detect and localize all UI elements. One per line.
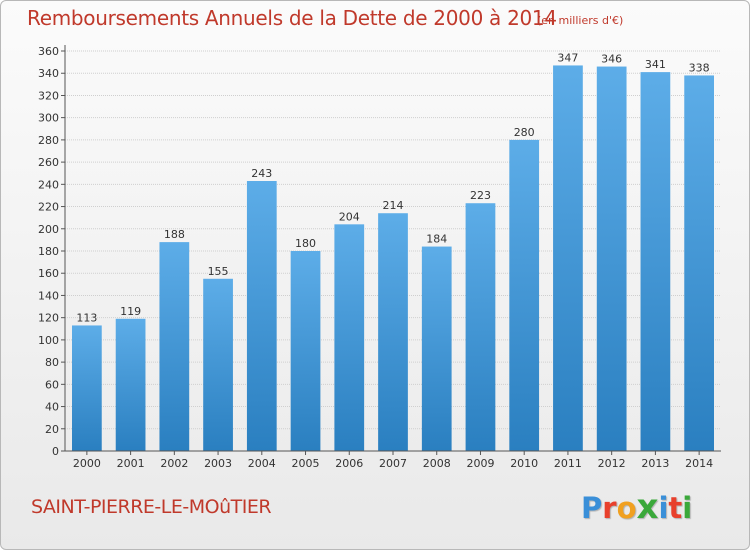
bar-value-label: 188 <box>164 228 185 241</box>
bar <box>159 242 190 451</box>
y-tick-label: 80 <box>45 356 59 369</box>
bar <box>115 318 146 451</box>
bar <box>509 139 540 451</box>
bar <box>465 203 496 451</box>
x-tick-label: 2004 <box>248 457 276 470</box>
bar <box>553 65 583 451</box>
y-tick-label: 140 <box>38 289 59 302</box>
bar <box>421 246 452 451</box>
y-tick-label: 120 <box>38 312 59 325</box>
bar-value-label: 204 <box>339 210 360 223</box>
y-tick-label: 0 <box>52 445 59 458</box>
x-tick-label: 2008 <box>423 457 451 470</box>
bar <box>596 66 627 452</box>
x-tick-label: 2007 <box>379 457 407 470</box>
bar <box>246 181 277 451</box>
bar <box>203 278 233 451</box>
proxiti-logo[interactable]: Proxiti <box>581 487 693 527</box>
bar <box>71 325 102 451</box>
bar <box>290 251 321 451</box>
bar-value-label: 346 <box>601 53 622 66</box>
bar-value-label: 184 <box>426 233 447 246</box>
y-tick-label: 200 <box>38 223 59 236</box>
x-tick-label: 2003 <box>204 457 232 470</box>
y-tick-label: 240 <box>38 178 59 191</box>
y-tick-label: 340 <box>38 67 59 80</box>
y-tick-label: 160 <box>38 267 59 280</box>
x-tick-label: 2001 <box>117 457 145 470</box>
y-tick-label: 300 <box>38 112 59 125</box>
bar-value-label: 180 <box>295 237 316 250</box>
y-tick-label: 60 <box>45 378 59 391</box>
bar-value-label: 347 <box>557 51 578 64</box>
bar-value-label: 243 <box>251 167 272 180</box>
x-tick-label: 2012 <box>598 457 626 470</box>
x-tick-label: 2002 <box>160 457 188 470</box>
x-tick-label: 2010 <box>510 457 538 470</box>
x-tick-label: 2006 <box>335 457 363 470</box>
chart-unit-label: (en milliers d'€) <box>537 14 624 27</box>
x-tick-label: 2000 <box>73 457 101 470</box>
bar-value-label: 223 <box>470 189 491 202</box>
bar-value-label: 119 <box>120 305 141 318</box>
y-tick-label: 280 <box>38 134 59 147</box>
y-tick-label: 100 <box>38 334 59 347</box>
x-tick-label: 2011 <box>554 457 582 470</box>
x-tick-label: 2013 <box>641 457 669 470</box>
bar-value-label: 280 <box>514 126 535 139</box>
x-tick-label: 2014 <box>685 457 713 470</box>
y-tick-label: 360 <box>38 45 59 58</box>
bar-value-label: 113 <box>76 311 97 324</box>
y-tick-label: 180 <box>38 245 59 258</box>
x-tick-label: 2009 <box>466 457 494 470</box>
bar-value-label: 338 <box>689 61 710 74</box>
y-tick-label: 40 <box>45 401 59 414</box>
y-tick-label: 260 <box>38 156 59 169</box>
bar-value-label: 155 <box>208 265 229 278</box>
y-tick-label: 220 <box>38 201 59 214</box>
bar-value-label: 214 <box>383 199 404 212</box>
chart-title: Remboursements Annuels de la Dette de 20… <box>27 6 557 30</box>
bar <box>684 75 715 451</box>
bar <box>378 213 408 451</box>
commune-name: SAINT-PIERRE-LE-MOûTIER <box>31 496 272 518</box>
bar-value-label: 341 <box>645 58 666 71</box>
x-tick-label: 2005 <box>292 457 320 470</box>
bar <box>640 72 671 451</box>
bar <box>334 224 365 451</box>
y-tick-label: 320 <box>38 89 59 102</box>
y-tick-label: 20 <box>45 423 59 436</box>
